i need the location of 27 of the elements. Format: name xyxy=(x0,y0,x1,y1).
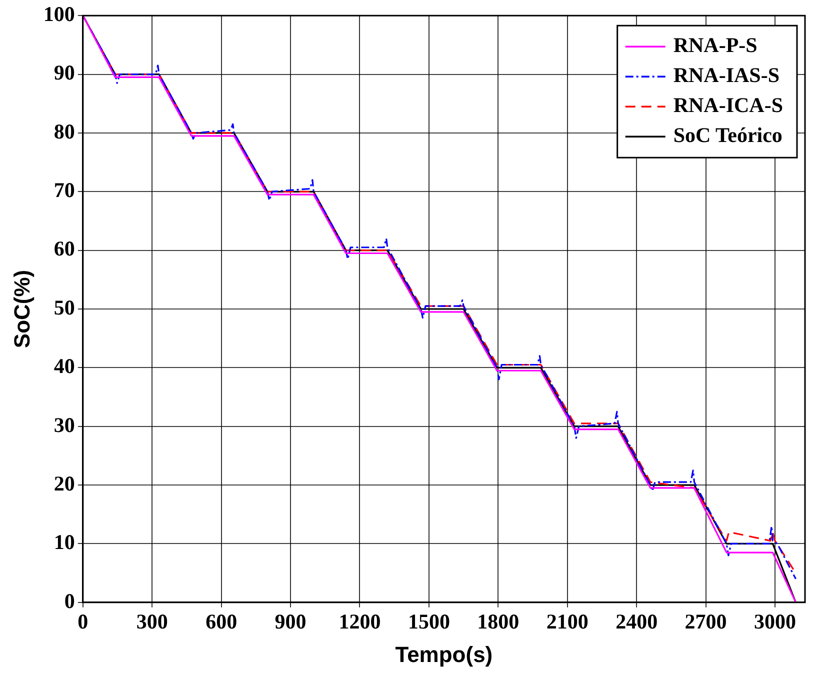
legend-label: RNA-P-S xyxy=(673,33,758,58)
y-tick-label: 70 xyxy=(54,178,75,202)
y-tick-label: 20 xyxy=(54,471,75,496)
x-tick-label: 1800 xyxy=(477,609,520,634)
y-tick-label: 50 xyxy=(54,295,75,320)
x-axis-title: Tempo(s) xyxy=(395,642,493,667)
y-tick-label: 0 xyxy=(64,588,75,613)
x-tick-label: 1200 xyxy=(338,609,381,634)
y-tick-label: 60 xyxy=(54,236,75,261)
x-tick-label: 2100 xyxy=(546,609,588,634)
legend-label: RNA-IAS-S xyxy=(673,63,780,88)
y-tick-label: 30 xyxy=(54,412,75,437)
x-tick-label: 3000 xyxy=(754,609,796,634)
x-tick-label: 2400 xyxy=(616,609,658,634)
y-tick-label: 90 xyxy=(54,60,75,85)
y-tick-label: 100 xyxy=(43,2,75,26)
x-tick-label: 2700 xyxy=(684,609,727,634)
x-tick-label: 1500 xyxy=(408,609,450,634)
y-axis-title: SoC(%) xyxy=(9,270,34,348)
x-tick-label: 900 xyxy=(274,609,306,634)
legend-label: RNA-ICA-S xyxy=(673,93,784,118)
x-tick-label: 600 xyxy=(206,609,238,634)
y-tick-label: 40 xyxy=(54,354,75,378)
x-tick-label: 300 xyxy=(136,609,168,634)
legend-label: SoC Teórico xyxy=(673,123,782,148)
y-tick-label: 80 xyxy=(54,119,75,144)
y-tick-label: 10 xyxy=(54,530,75,554)
